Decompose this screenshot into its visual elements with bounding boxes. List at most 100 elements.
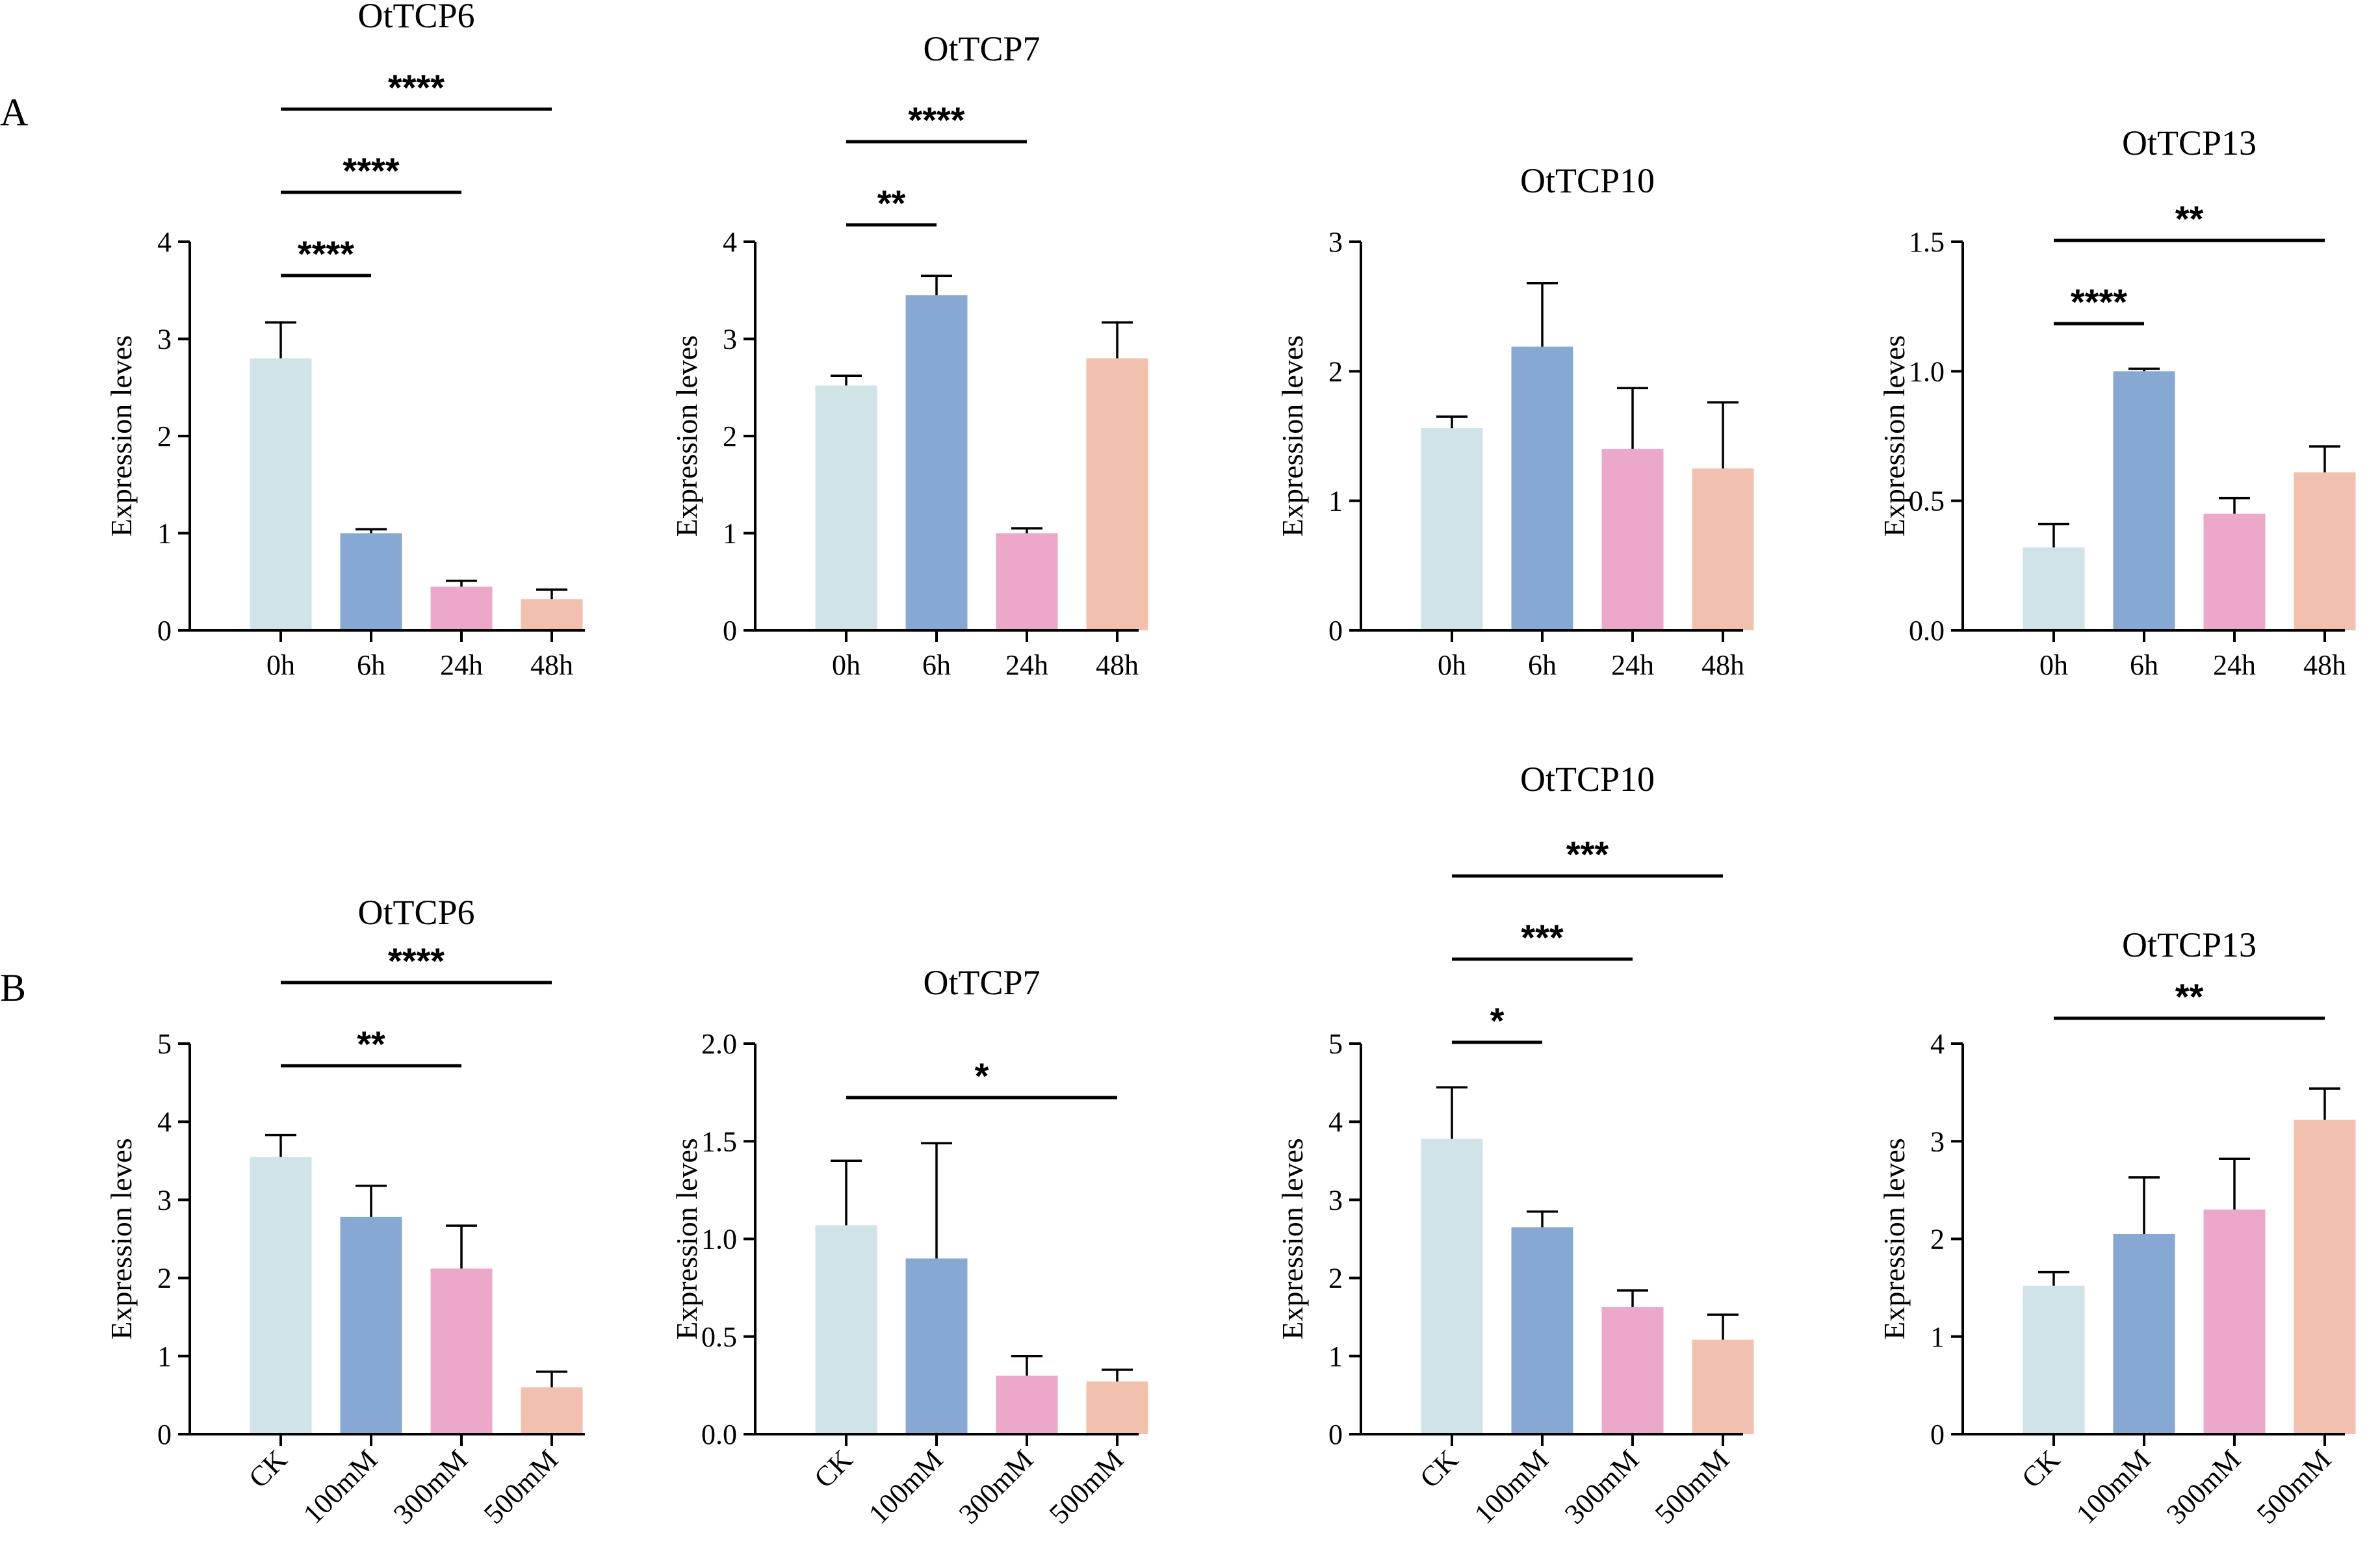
y-tick-label: 0 (1930, 1419, 1945, 1450)
x-tick-label: 0h (1438, 649, 1466, 681)
x-tick-label: 0h (2039, 649, 2068, 681)
bar-100mm (905, 1258, 968, 1434)
x-tick-label: 100mM (862, 1443, 949, 1530)
y-tick-label: 1 (723, 518, 737, 550)
chart-title: OtTCP6 (357, 893, 474, 932)
y-axis-label: Expression leves (1276, 335, 1309, 537)
bar-ck (815, 1225, 877, 1434)
y-tick-label: 3 (157, 324, 172, 355)
chart-title: OtTCP7 (923, 963, 1040, 1002)
x-tick-label: 300mM (1559, 1443, 1645, 1530)
y-tick-label: 0.5 (1909, 485, 1945, 517)
bar-300mm (996, 1375, 1058, 1434)
bar-6h (340, 533, 402, 630)
bar-0h (815, 385, 877, 630)
x-tick-label: 500mM (2251, 1443, 2337, 1530)
y-axis-label: Expression leves (670, 1138, 703, 1339)
significance-label: *** (1566, 834, 1609, 875)
significance-label: **** (298, 233, 354, 274)
x-tick-label: 300mM (2160, 1443, 2247, 1530)
significance-label: *** (1521, 917, 1564, 958)
y-tick-label: 1 (1328, 1341, 1343, 1372)
significance-label: ** (2175, 976, 2204, 1017)
y-tick-label: 5 (157, 1028, 172, 1060)
bar-24h (996, 533, 1058, 630)
bar-24h (2203, 513, 2266, 630)
x-tick-label: 300mM (953, 1443, 1039, 1530)
x-tick-label: 0h (832, 649, 860, 681)
bar-6h (2113, 371, 2175, 630)
bar-0h (1421, 428, 1483, 630)
chart-title: OtTCP10 (1520, 161, 1655, 200)
chart-7-ottcp10: OtTCP10 0 1 2 3 4 5 CK 100mM 300mM 500mM Expression… (1276, 760, 1754, 1530)
y-tick-label: 1 (157, 1341, 172, 1372)
x-tick-label: 6h (2130, 649, 2158, 681)
panel-label-a: A (0, 91, 28, 134)
x-tick-label: 500mM (1043, 1443, 1130, 1530)
panel-label-b: B (0, 966, 26, 1009)
significance-label: * (1490, 1000, 1505, 1041)
x-tick-label: 100mM (297, 1443, 383, 1530)
bar-500mm (1692, 1339, 1754, 1434)
x-tick-label: 100mM (1468, 1443, 1555, 1530)
x-tick-label: CK (808, 1443, 859, 1494)
y-axis-label: Expression leves (105, 335, 138, 537)
bar-0h (2023, 547, 2085, 630)
x-tick-label: CK (2015, 1443, 2066, 1494)
x-tick-label: 24h (440, 649, 483, 681)
bar-48h (1086, 358, 1148, 630)
y-tick-label: 3 (723, 324, 737, 355)
y-tick-label: 3 (1328, 226, 1343, 258)
y-tick-label: 0 (1328, 615, 1343, 647)
significance-label: * (975, 1055, 989, 1096)
y-tick-label: 1.0 (701, 1224, 737, 1255)
significance-label: ** (877, 183, 906, 224)
bar-6h (905, 295, 968, 631)
y-tick-label: 0 (157, 1419, 172, 1450)
y-tick-label: 4 (157, 226, 172, 258)
y-tick-label: 1 (157, 518, 172, 550)
bar-ck (2023, 1285, 2085, 1434)
y-tick-label: 1.5 (1909, 226, 1945, 258)
significance-label: **** (388, 940, 445, 981)
chart-title: OtTCP6 (357, 0, 474, 35)
y-tick-label: 2.0 (701, 1028, 737, 1060)
bar-300mm (430, 1268, 493, 1434)
bar-100mm (340, 1216, 402, 1434)
chart-1-ottcp6: OtTCP6 0 1 2 3 4 0h 6h 24h 48h Expression leves ***… (105, 0, 585, 681)
y-axis-label: Expression leves (670, 335, 703, 537)
x-tick-label: 48h (2303, 649, 2346, 681)
y-tick-label: 3 (1930, 1126, 1945, 1157)
bar-0h (250, 358, 312, 630)
x-tick-label: 24h (1005, 649, 1048, 681)
y-tick-label: 1.5 (701, 1126, 737, 1157)
chart-4-ottcp13: OtTCP13 0.0 0.5 1.0 1.5 0h 6h 24h 48h Expression … (1878, 123, 2356, 681)
y-tick-label: 0 (157, 615, 172, 647)
y-axis-label: Expression leves (1878, 335, 1911, 537)
bar-300mm (2203, 1209, 2266, 1434)
bar-500mm (2294, 1120, 2356, 1434)
bar-48h (2294, 472, 2356, 630)
x-tick-label: 48h (1701, 649, 1744, 681)
x-tick-label: 6h (357, 649, 385, 681)
x-tick-label: 24h (2213, 649, 2256, 681)
bar-ck (1421, 1139, 1483, 1434)
chart-title: OtTCP13 (2122, 123, 2257, 162)
y-tick-label: 2 (1328, 1263, 1343, 1294)
x-tick-label: 48h (1096, 649, 1139, 681)
x-tick-label: 24h (1611, 649, 1654, 681)
y-tick-label: 4 (157, 1106, 172, 1138)
y-tick-label: 2 (1930, 1224, 1945, 1255)
significance-label: ** (2175, 198, 2204, 239)
y-axis-label: Expression leves (105, 1138, 138, 1339)
significance-label: ** (357, 1023, 385, 1064)
bar-300mm (1601, 1307, 1664, 1434)
significance-label: **** (2071, 281, 2127, 322)
y-tick-label: 0.0 (701, 1419, 737, 1450)
x-tick-label: 500mM (478, 1443, 564, 1530)
y-tick-label: 3 (157, 1184, 172, 1216)
chart-3-ottcp10: OtTCP10 0 1 2 3 0h 6h 24h 48h Expression leves (1276, 161, 1754, 681)
y-tick-label: 0 (1328, 1419, 1343, 1450)
x-tick-label: 500mM (1649, 1443, 1735, 1530)
